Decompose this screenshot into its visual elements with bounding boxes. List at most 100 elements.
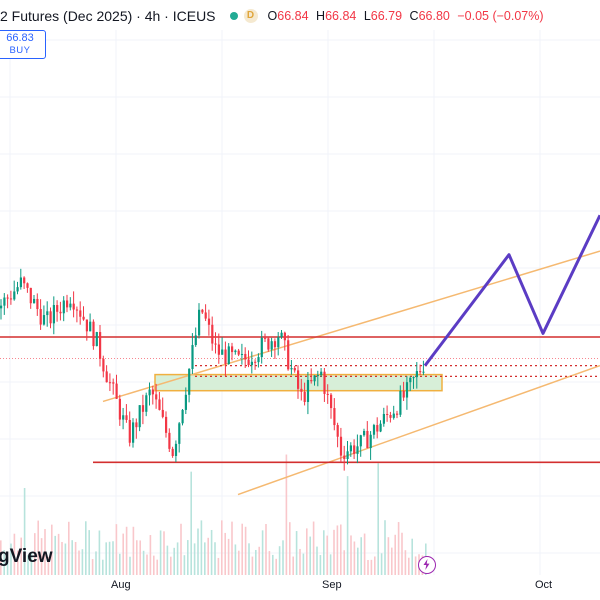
candle-body [52,305,55,324]
candle-body [85,319,88,332]
volume-bar [302,553,305,575]
candle-body [254,361,257,363]
candle-body [359,435,362,447]
volume-bar [289,522,291,575]
candle-body [118,398,121,420]
volume-bar [173,547,175,575]
candle-body [82,316,85,320]
candle-body [99,332,102,359]
low-value: 66.79 [370,9,403,23]
candle-body [62,300,65,314]
candle-body [42,315,46,325]
candle-body [217,344,220,355]
volume-bar [119,553,121,575]
volume-bar [401,532,403,575]
buy-button[interactable]: 66.83 BUY [0,30,46,59]
candle-body [95,332,98,347]
candle-body [283,332,286,341]
volume-bar [71,540,73,575]
candle-body [75,309,79,311]
candle-body [349,445,352,452]
volume-bar [136,540,138,575]
candle-body [396,413,399,415]
candle-body [293,368,296,371]
volume-bar [91,559,94,575]
candle-body [105,371,108,383]
candle-body [128,419,131,443]
candle-body [184,394,187,410]
volume-bar [244,526,247,575]
volume-bar [227,538,230,575]
candle-body [399,390,402,415]
volume-bar [146,554,148,575]
candle-body [221,349,224,355]
volume-bar [210,529,213,575]
candle-body [72,303,75,310]
candle-body [356,446,359,454]
volume-bar [3,550,5,575]
candle-body [366,430,369,449]
candle-body [6,297,9,299]
candle-body [405,382,409,398]
volume-bar [54,535,56,575]
volume-bar [64,543,67,575]
volume-bar [309,536,311,575]
volume-bar [98,530,101,575]
volume-bar [346,476,349,575]
candle-body [310,379,313,382]
candle-body [369,434,372,449]
candle-body [79,310,82,317]
volume-bar [20,537,22,575]
volume-bar [255,549,257,575]
delayed-data-badge[interactable]: D [243,9,258,23]
candle-body [273,341,277,348]
volume-bar [414,556,417,575]
candle-body [181,409,184,424]
volume-bar [159,530,162,575]
volume-bar [367,559,369,575]
volume-bar [23,487,26,575]
candle-body [240,353,244,355]
candle-body [198,309,201,336]
volume-bar [323,530,325,575]
volume-bar [156,559,158,575]
volume-bar [343,550,345,575]
candle-body [188,368,191,395]
volume-bar [370,559,373,575]
symbol-title[interactable]: 2 Futures (Dec 2025) · 4h · ICEUS [0,8,216,24]
candle-body [201,309,204,313]
volume-bar [411,538,413,575]
candle-body [135,422,138,428]
projection-path [423,214,600,367]
volume-bar [278,546,281,575]
volume-bar [316,546,318,575]
x-tick-sep: Sep [322,579,342,591]
candle-body [333,408,336,426]
candle-body [303,391,306,402]
flash-icon[interactable] [418,556,436,574]
candle-body [412,377,415,379]
buy-price: 66.83 [6,32,34,44]
volume-bar [221,520,223,575]
candle-body [264,337,267,339]
volume-bar [44,529,46,575]
volume-bar [85,521,87,575]
candle-body [379,423,382,432]
candle-body [313,375,316,382]
volume-bar [170,556,172,575]
candle-body [112,382,115,384]
volume-bar [68,521,70,575]
volume-bar [380,553,383,575]
candle-body [244,353,247,360]
candle-body [69,303,72,308]
candle-body [270,341,273,350]
volume-bar [217,557,220,575]
volume-bar [139,540,141,575]
volume-bar [265,523,267,575]
volume-bar [353,541,356,575]
volume-bar [285,454,288,575]
candle-body [290,368,293,370]
volume-bar [377,463,379,575]
volume-bar [329,554,332,575]
